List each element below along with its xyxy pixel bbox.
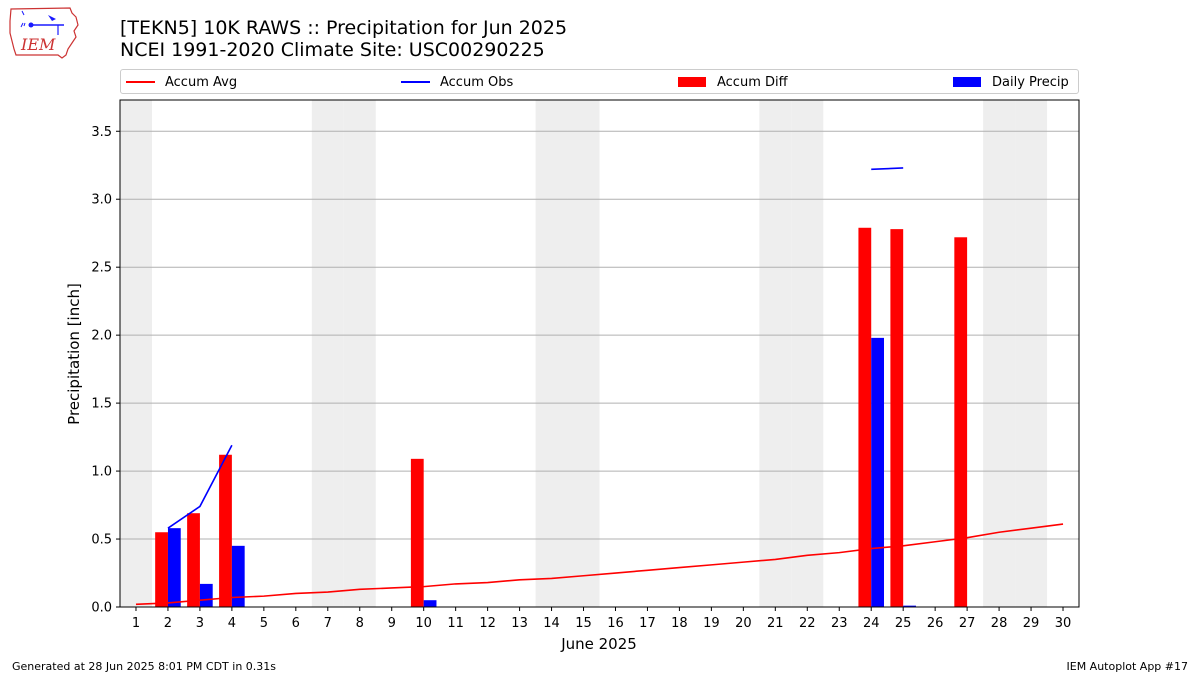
- bar-accum-diff: [155, 532, 168, 607]
- chart-title: [TEKN5] 10K RAWS :: Precipitation for Ju…: [120, 17, 568, 39]
- legend-label: Accum Obs: [440, 74, 514, 90]
- legend-swatch: [678, 77, 706, 87]
- x-tick-label: 29: [1023, 616, 1040, 631]
- legend-item-accum-diff: Accum Diff: [678, 73, 788, 91]
- y-axis-label: Precipitation [inch]: [65, 283, 83, 425]
- x-tick-label: 14: [543, 616, 560, 631]
- bar-accum-diff: [410, 458, 424, 607]
- bar-series: [155, 227, 968, 607]
- x-tick-label: 10: [415, 616, 432, 631]
- app-credit: IEM Autoplot App #17: [1066, 660, 1189, 673]
- bar-daily-precip: [423, 600, 437, 607]
- x-tick-label: 4: [228, 616, 236, 631]
- legend-swatch: [401, 81, 430, 83]
- y-tick-label: 0.5: [91, 533, 112, 548]
- line-accum-avg: [135, 523, 1064, 606]
- gridlines: [120, 130, 1079, 608]
- weekend-band: [120, 100, 152, 607]
- generated-timestamp: Generated at 28 Jun 2025 8:01 PM CDT in …: [12, 660, 277, 673]
- weekend-band: [343, 100, 376, 607]
- x-tick-label: 25: [895, 616, 912, 631]
- x-tick-label: 26: [927, 616, 944, 631]
- x-tick-label: 9: [388, 616, 396, 631]
- x-tick-label: 19: [703, 616, 720, 631]
- x-axis-label: June 2025: [560, 635, 637, 653]
- bar-accum-diff: [219, 454, 232, 607]
- x-tick-label: 27: [959, 616, 976, 631]
- weekend-band: [759, 100, 792, 607]
- bar-accum-diff: [954, 237, 968, 607]
- legend-label: Accum Avg: [165, 74, 238, 90]
- axes: [119, 99, 1080, 608]
- legend-label: Accum Diff: [717, 74, 788, 90]
- x-tick-label: 24: [863, 616, 880, 631]
- y-tick-label: 1.0: [91, 465, 112, 480]
- y-tick-label: 1.5: [91, 397, 112, 412]
- legend-item-daily-precip: Daily Precip: [953, 73, 1069, 91]
- weekend-band: [311, 100, 344, 607]
- bar-daily-precip: [903, 605, 916, 607]
- y-tick-label: 3.5: [91, 125, 112, 140]
- weekend-band: [983, 100, 1016, 607]
- legend-swatch: [126, 81, 155, 83]
- legend-item-accum-avg: Accum Avg: [126, 73, 237, 91]
- line-series: [135, 167, 1064, 606]
- plot-frame: [119, 99, 1080, 608]
- iem-logo: IEM: [9, 7, 79, 59]
- x-tick-label: 15: [575, 616, 592, 631]
- x-tick-label: 12: [479, 616, 496, 631]
- iowa-state-outline-icon: [9, 7, 79, 59]
- x-tick-label: 21: [767, 616, 784, 631]
- x-tick-label: 8: [356, 616, 364, 631]
- weekend-band: [791, 100, 824, 607]
- legend-item-accum-obs: Accum Obs: [401, 73, 513, 91]
- x-tick-label: 17: [639, 616, 656, 631]
- bar-daily-precip: [199, 583, 213, 607]
- ticks: 0.00.51.01.52.02.53.03.51 2 3 4 5 6 7 8 9 10 11 12 1…: [91, 125, 1071, 631]
- x-tick-label: 5: [260, 616, 268, 631]
- y-tick-label: 2.5: [91, 261, 112, 276]
- line-accum-obs: [167, 444, 233, 529]
- bar-daily-precip: [231, 545, 245, 607]
- weekend-shading: [120, 100, 1048, 607]
- bar-accum-diff: [890, 229, 904, 607]
- weekend-band: [567, 100, 600, 607]
- y-tick-label: 3.0: [91, 193, 112, 208]
- legend-swatch: [953, 77, 981, 87]
- x-tick-label: 22: [799, 616, 816, 631]
- x-tick-label: 7: [324, 616, 332, 631]
- x-tick-label: 18: [671, 616, 688, 631]
- line-accum-obs: [871, 167, 904, 171]
- x-tick-label: 20: [735, 616, 752, 631]
- y-tick-label: 2.0: [91, 329, 112, 344]
- x-tick-label: 11: [447, 616, 464, 631]
- weekend-band: [1015, 100, 1048, 607]
- weather-station-icon: [28, 22, 34, 28]
- bar-daily-precip: [167, 528, 181, 607]
- bar-daily-precip: [871, 337, 885, 607]
- x-tick-label: 23: [831, 616, 848, 631]
- legend-label: Daily Precip: [992, 74, 1069, 90]
- x-tick-label: 1: [132, 616, 140, 631]
- x-tick-label: 6: [292, 616, 300, 631]
- chart-subtitle: NCEI 1991-2020 Climate Site: USC00290225: [120, 39, 545, 61]
- bar-accum-diff: [187, 513, 200, 607]
- x-tick-label: 30: [1055, 616, 1072, 631]
- x-tick-label: 13: [511, 616, 528, 631]
- y-tick-label: 0.0: [91, 601, 112, 616]
- x-tick-label: 16: [607, 616, 624, 631]
- chart-legend: Accum Avg Accum Obs Accum Diff Daily Pre…: [120, 69, 1079, 94]
- x-tick-label: 2: [164, 616, 172, 631]
- x-tick-label: 3: [196, 616, 204, 631]
- weekend-band: [535, 100, 568, 607]
- x-tick-label: 28: [991, 616, 1008, 631]
- logo-text: IEM: [20, 35, 56, 54]
- bar-accum-diff: [858, 227, 872, 607]
